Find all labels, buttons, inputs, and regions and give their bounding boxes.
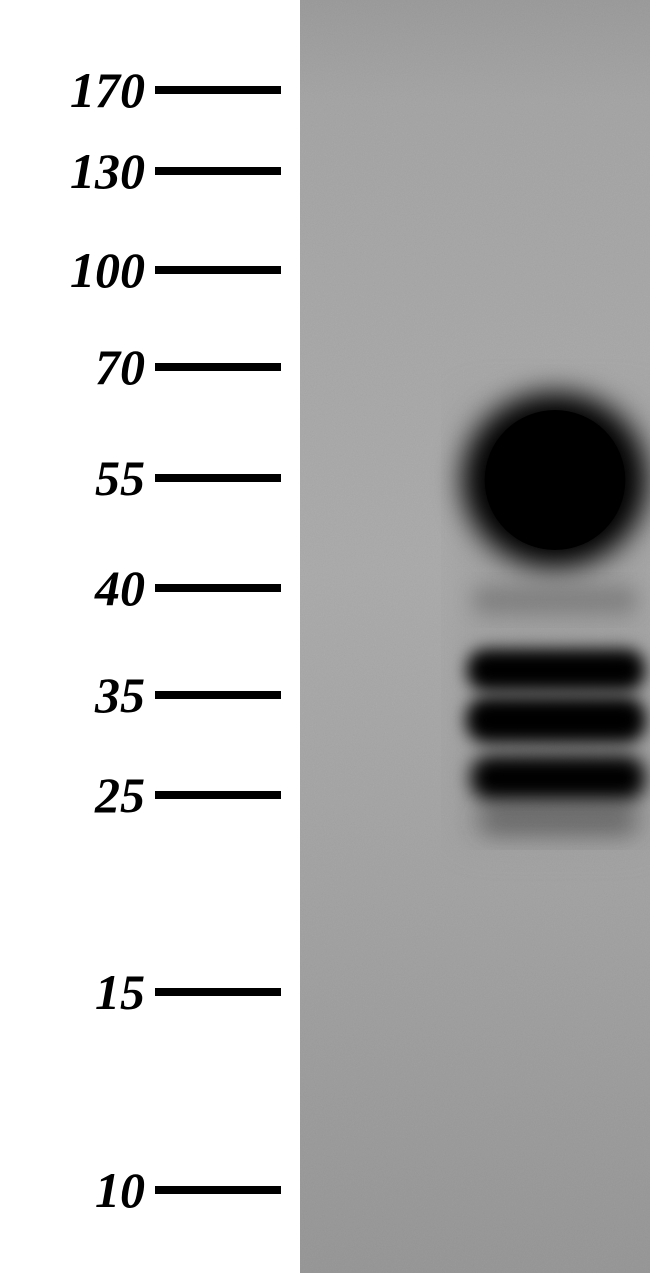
band-36kda	[467, 649, 645, 691]
mw-label-40: 40	[95, 559, 145, 617]
mw-label-55: 55	[95, 449, 145, 507]
mw-ladder: 170 130 100 70 55 40 35 25 15 10	[0, 0, 300, 1273]
mw-label-15: 15	[95, 963, 145, 1021]
mw-tick-10	[155, 1186, 281, 1194]
blot-membrane	[300, 0, 650, 1273]
mw-tick-55	[155, 474, 281, 482]
mw-label-10: 10	[95, 1161, 145, 1219]
mw-tick-100	[155, 266, 281, 274]
mw-label-170: 170	[70, 61, 145, 119]
mw-tick-15	[155, 988, 281, 996]
band-55kda-core	[485, 410, 626, 550]
mw-label-130: 130	[70, 142, 145, 200]
mw-tick-130	[155, 167, 281, 175]
mw-tick-70	[155, 363, 281, 371]
mw-tick-170	[155, 86, 281, 94]
mw-tick-25	[155, 791, 281, 799]
mw-label-100: 100	[70, 241, 145, 299]
mw-tick-40	[155, 584, 281, 592]
mw-label-70: 70	[95, 338, 145, 396]
mw-label-35: 35	[95, 666, 145, 724]
blot-svg	[300, 0, 650, 1273]
mw-label-25: 25	[95, 766, 145, 824]
band-33kda	[466, 697, 646, 743]
mw-tick-35	[155, 691, 281, 699]
band-28kda	[471, 756, 646, 801]
band-24kda	[478, 805, 638, 835]
band-42kda	[473, 586, 638, 614]
